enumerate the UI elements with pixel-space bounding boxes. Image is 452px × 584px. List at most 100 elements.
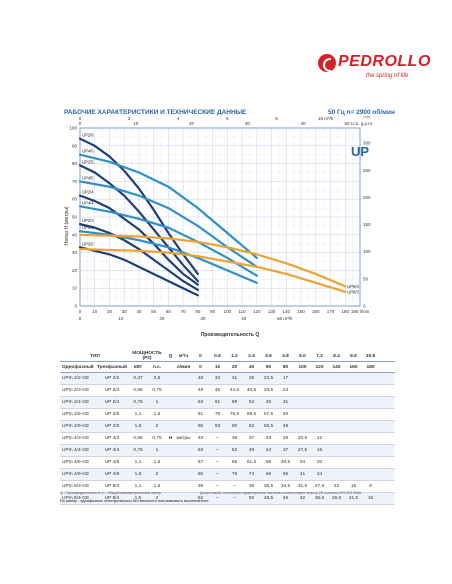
h-unit: метры [176,436,191,441]
head-value: 78 [214,412,221,417]
head-value: 65 [231,460,238,465]
page-title: РАБОЧИЕ ХАРАКТЕРИСТИКИ И ТЕХНИЧЕСКИЕ ДАН… [64,109,247,116]
top-tick-m3h: 4 [177,116,180,121]
x-tick-label: 140 [283,309,291,314]
head-value: 37 [282,448,289,453]
x2-tick-label: 30 [200,316,206,321]
series-line-up2-2 [78,246,199,297]
power-hp: 1,5 [153,412,161,417]
top-tick-gpm: 50 U.S. g.p.m. [345,121,374,126]
q-lmin-cell: 60 [265,364,272,370]
three-phase-model: UP 4/4 [104,448,120,453]
head-value: 38 [248,484,255,489]
head-value: 52 [197,496,204,501]
head-value: 81 [197,412,204,417]
y-tick-label: 100 [69,126,77,131]
brand-name: PEDROLLO [338,53,431,70]
x-tick-label: 160 [312,309,320,314]
head-value: 36,5 [263,484,274,489]
head-value: 90 [231,424,238,429]
head-value: 40 [197,436,204,441]
table-body: UPm 2/2-GE UP 2/2 0,37 0,5 33 32 31 28 22,5 17 UPm… [60,373,395,505]
q-lmin-cell: 140 [332,364,341,370]
head-value: 82 [248,424,255,429]
x-tick-label: 110 [239,309,247,314]
q-unit-lmin: л/мин [176,364,191,370]
head-value: – [216,448,219,453]
single-phase-model: UPm 4/3-GE [62,436,90,441]
power-hp: 1,5 [153,484,161,489]
power-kw: 0,75 [133,448,143,453]
top-tick-m3h: 0 [79,116,82,121]
chart-labels: UP2/6 UP2/5 UP4/6 UP4/5 UP2/4 UP4/4 UP2/3 UP4/3… [82,133,360,295]
power-kw: 1,1 [134,412,142,417]
head-value: 95 [197,424,204,429]
head-value: 42 [299,496,306,501]
x-tick-label: 70 [181,309,187,314]
series-line-up2-3 [78,223,199,292]
series-line-up2-6 [78,137,199,276]
x-tick-label: 60 [166,309,172,314]
head-value: 21,5 [348,496,359,501]
q-lmin-values: 0 10 20 40 60 80 100 120 140 160 180 [192,365,379,370]
spec-label: 50 Гц n= 2900 об/мин [328,109,395,116]
q-unit-m3h: м³/ч [178,353,189,359]
footnote-order: По заказу - однофазные электронасосы без… [60,499,209,503]
top-tick-gpm: 40 [301,121,307,126]
head-value: 78 [231,472,238,477]
series-label: UP8/4 [347,284,359,289]
head-value: 22,5 [263,376,274,381]
three-phase-model: UP 4/5 [104,460,120,465]
head-value: 44 [265,448,272,453]
x-tick-label: 150 [297,309,305,314]
power-kw: 0,55 [133,388,143,393]
power-kw: 0,37 [133,376,143,381]
head-value: 31 [282,400,289,405]
y-tick-label: 20 [72,268,78,273]
head-value: 46 [214,388,221,393]
head-value: 49 [248,448,255,453]
table-row: UPm 4/4-GE UP 4/4 0,75 1 53 – 52 49 44 37 27,5 16 [60,445,395,457]
chart-grid [79,127,361,307]
kw-header: кВт [133,364,143,370]
series-line-up4-6 [78,153,258,260]
single-phase-model: UPm 2/4-GE [62,400,90,405]
x-tick-label: 100 [224,309,232,314]
head-value: 93 [214,424,221,429]
brand-logo: PEDROLLO the spring of life [318,52,431,88]
q-lmin-cell: 20 [231,364,238,370]
series-line-up8-4 [78,233,347,288]
x-axis-title: Производительность Q [201,332,260,338]
table-row: UPm 2/5-GE UP 2/5 1,1 1,5 81 78 75,5 68,5 57,5 40 [60,409,395,421]
series-label: UP2/5 [82,159,94,164]
power-hp: 0,75 [152,388,162,393]
head-value: 16 [350,484,357,489]
series-label: UP2/3 [82,218,94,223]
top-tick-m3h: 6 [226,116,229,121]
x-tick-label: 170 [327,309,335,314]
y-tick-label: 70 [72,179,78,184]
h-label: H [168,436,173,441]
head-value: 29,5 [331,496,342,501]
head-value: 12 [316,436,323,441]
head-value: 63 [197,400,204,405]
power-hp: 0,5 [153,376,161,381]
head-value: 75,5 [229,412,240,417]
power-kw: 1,5 [134,496,142,501]
q-lmin-cell: 160 [349,364,358,370]
chart-series [78,137,347,297]
head-value: – [216,460,219,465]
three-phase-model: UP 4/3 [104,436,120,441]
power-hp: 1,5 [153,460,161,465]
table-head-row-1: ТИП МОЩНОСТЬ (P2) Q м³/ч 0 0.6 1.2 2.4 3.6 4.… [60,351,395,362]
power-kw: 1,1 [134,484,142,489]
head-value: 61,5 [246,460,257,465]
head-value: 28 [282,436,289,441]
power-kw: 1,5 [134,472,142,477]
q-m3h-cell: 9.6 [350,353,357,359]
head-value: – [216,484,219,489]
y2-tick-label: 250 [363,168,371,173]
q-label: Q [168,353,173,359]
y2-tick-label: 200 [363,195,371,200]
